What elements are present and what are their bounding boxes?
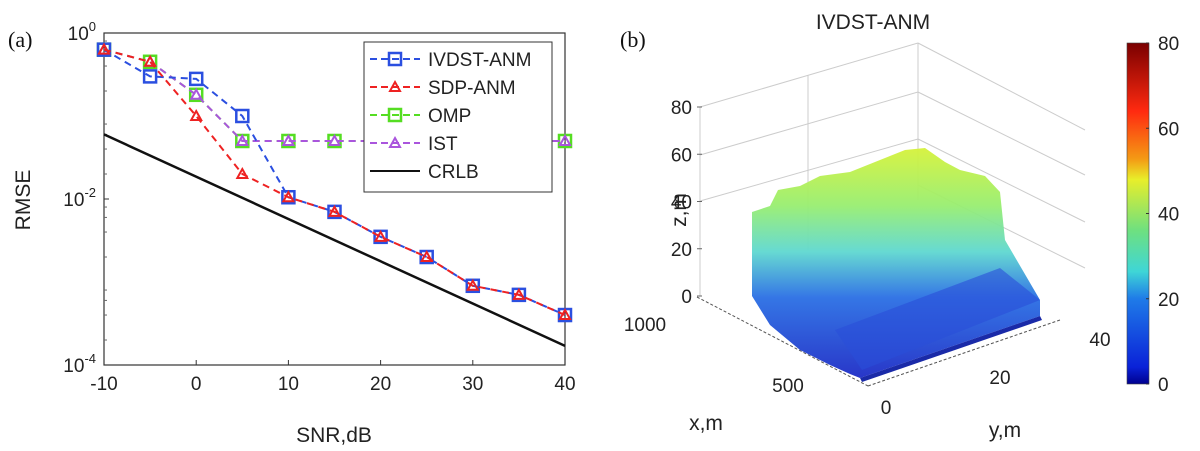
series-sdp-anm	[97, 42, 572, 321]
data-point	[512, 287, 526, 300]
data-point	[327, 204, 342, 217]
x-axis-label-b: x,m	[689, 412, 723, 435]
series-line	[103, 48, 566, 316]
y-tick-label: 100	[68, 19, 96, 45]
z-axis-label-b: z,m	[668, 193, 691, 227]
y-tick-label: 10-4	[63, 351, 96, 377]
z-tick-label: 0	[681, 287, 692, 308]
legend-marker	[387, 107, 403, 123]
x-tick-label: -10	[90, 374, 117, 395]
x-tick-b: 1000	[624, 315, 666, 336]
colorbar-tick-label: 60	[1158, 119, 1179, 140]
data-point	[373, 229, 388, 242]
panel-label-a: (a)	[8, 27, 32, 52]
legend-label: IST	[428, 134, 458, 155]
legend-item: CRLB	[370, 162, 479, 183]
y-tick-b: 20	[989, 368, 1010, 389]
data-point	[281, 190, 296, 203]
z-tick-label: 60	[671, 145, 692, 166]
colorbar-tick-label: 80	[1158, 34, 1179, 55]
legend-item: SDP-ANM	[370, 78, 516, 99]
x-tick-label: 10	[278, 374, 299, 395]
legend-label: IVDST-ANM	[428, 50, 531, 71]
z-tick-label: 20	[671, 240, 692, 261]
colorbar-tick-label: 20	[1158, 290, 1179, 311]
legend-item: IST	[370, 134, 458, 155]
y-tick-label: 10-2	[63, 185, 96, 211]
x-tick-label: 0	[191, 374, 202, 395]
point-cloud	[752, 148, 1042, 382]
colorbar	[1126, 42, 1150, 385]
legend-label: CRLB	[428, 162, 479, 183]
colorbar-tick-label: 40	[1158, 205, 1179, 226]
data-point	[281, 133, 296, 146]
data-point	[466, 278, 480, 291]
z-tick-label: 40	[671, 193, 692, 214]
data-point	[235, 108, 250, 124]
legend-a: IVDST-ANM SDP-ANM OMP IST CRLB	[363, 41, 553, 193]
x-tick-label: 20	[370, 374, 391, 395]
z-tick-label: 80	[671, 98, 692, 119]
data-point	[558, 133, 572, 146]
panel-label-b: (b)	[620, 27, 646, 52]
legend-marker	[388, 135, 402, 148]
data-point	[420, 249, 434, 263]
series-line	[103, 133, 566, 348]
legend-marker	[387, 51, 403, 67]
plot-title-b: IVDST-ANM	[816, 11, 930, 34]
x-axis-label-a: SNR,dB	[296, 424, 372, 447]
data-point	[235, 166, 249, 180]
y-tick-b: 0	[881, 398, 892, 419]
legend-item: OMP	[370, 106, 471, 127]
data-point	[558, 307, 572, 321]
y-axis-label-b: y,m	[989, 419, 1021, 442]
y-axis-label-a: RMSE	[12, 170, 35, 231]
x-tick-label: 40	[554, 374, 575, 395]
axes-floor-b	[696, 296, 1061, 387]
data-point	[188, 71, 204, 87]
data-point	[189, 108, 203, 121]
x-tick-label: 30	[462, 374, 483, 395]
colorbar-tick-label: 0	[1158, 375, 1169, 396]
series-crlb	[103, 133, 566, 348]
y-tick-b: 40	[1089, 330, 1110, 351]
data-point	[143, 54, 157, 67]
data-point	[189, 87, 203, 100]
data-point	[142, 69, 158, 84]
data-point	[327, 133, 342, 146]
legend-marker	[388, 79, 402, 92]
legend-label: OMP	[428, 106, 471, 127]
series-line	[103, 48, 565, 142]
x-tick-b: 500	[772, 376, 804, 397]
legend-label: SDP-ANM	[428, 78, 516, 99]
panel-a: (a) 100 10-2 10-4 -10 0 10 20 30 40 SNR,dB RMSE…	[8, 19, 576, 447]
data-point	[235, 133, 249, 146]
data-point	[97, 42, 111, 55]
legend-item: IVDST-ANM	[370, 50, 531, 71]
